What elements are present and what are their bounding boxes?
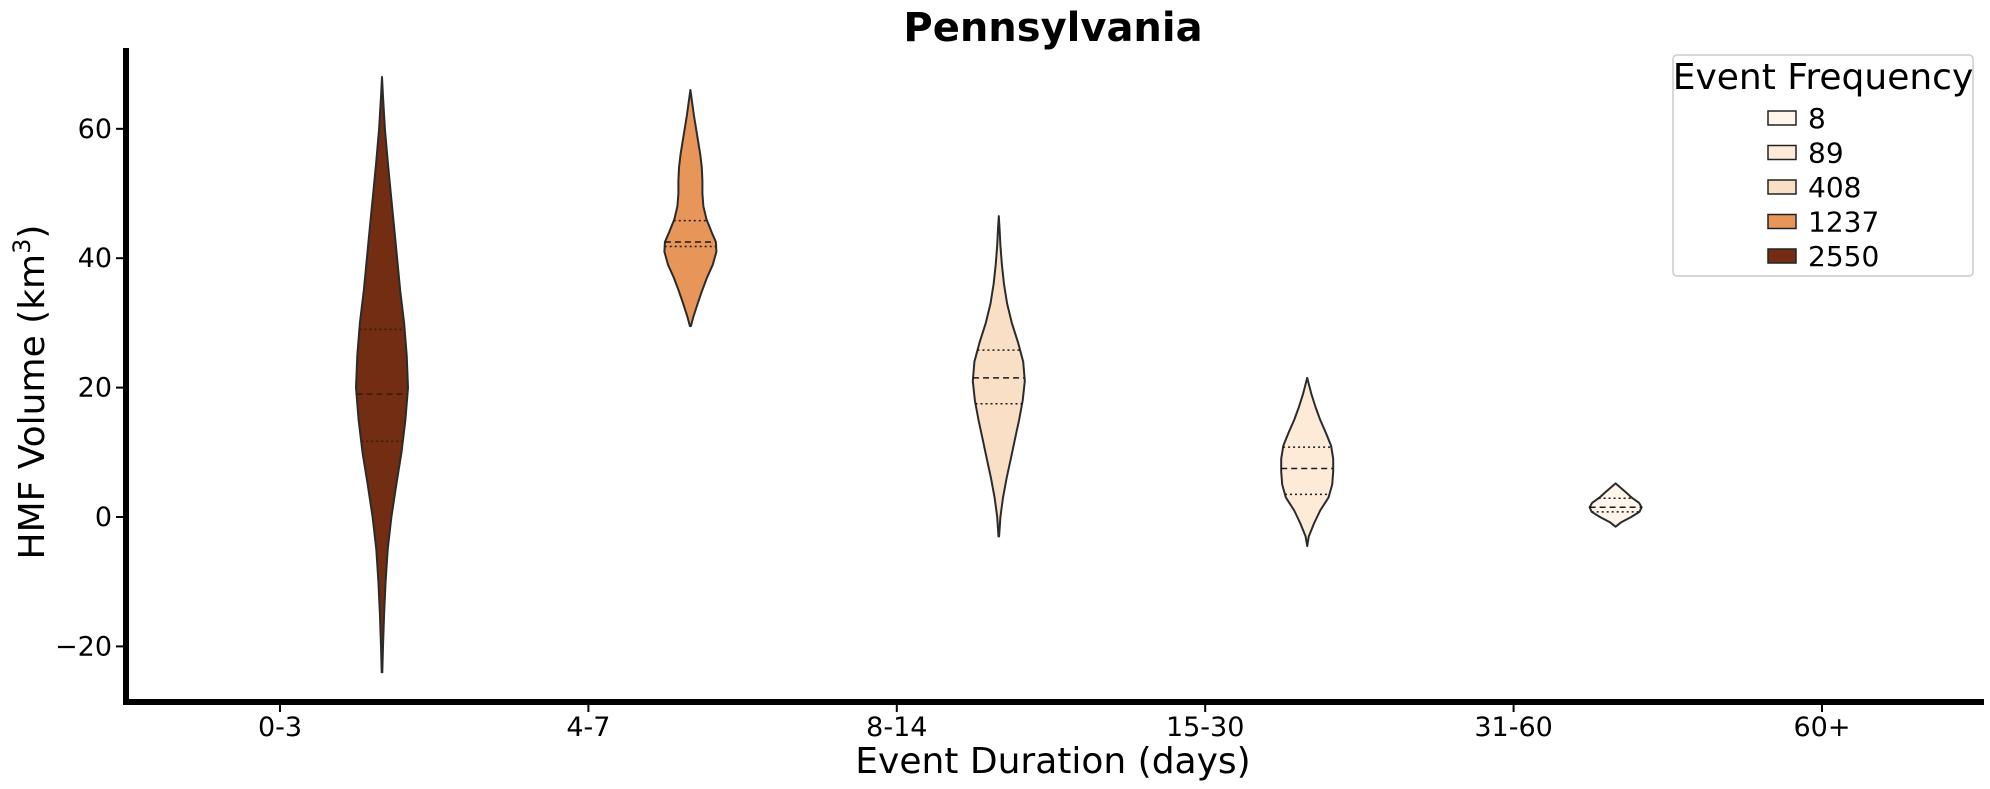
y-tick-label: 60 xyxy=(78,114,112,145)
violin-0-3 xyxy=(355,76,409,674)
x-tick-label: 60+ xyxy=(1794,712,1851,743)
x-tick-label: 15-30 xyxy=(1166,712,1244,743)
x-tick-label: 4-7 xyxy=(566,712,610,743)
violin-15-30 xyxy=(1280,376,1335,548)
y-tick-label: 20 xyxy=(78,373,112,404)
x-tick-label: 31-60 xyxy=(1474,712,1552,743)
legend-label: 2550 xyxy=(1808,240,1879,273)
legend-swatch xyxy=(1767,179,1797,195)
x-axis-label: Event Duration (days) xyxy=(855,741,1250,782)
y-tick-label: 40 xyxy=(78,243,112,274)
y-tick-label: −20 xyxy=(55,631,112,662)
legend-label: 408 xyxy=(1808,171,1861,204)
y-tick-label: 0 xyxy=(95,502,112,533)
legend-swatch xyxy=(1767,144,1797,161)
y-axis-label-superscript: 3 xyxy=(8,239,36,254)
x-tick-label: 0-3 xyxy=(258,712,302,743)
violins-group xyxy=(355,76,1643,674)
chart-title: Pennsylvania xyxy=(903,5,1202,51)
legend-label: 8 xyxy=(1808,102,1826,135)
legend-swatch xyxy=(1767,248,1797,264)
violin-31-60 xyxy=(1588,482,1643,528)
legend-frame xyxy=(1672,54,1974,277)
x-tick-label: 8-14 xyxy=(866,712,927,743)
legend-label: 89 xyxy=(1808,137,1844,170)
y-ticks-group: −20 0 20 40 60 xyxy=(55,114,123,662)
violin-8-14 xyxy=(971,215,1026,538)
legend-label: 1237 xyxy=(1808,206,1879,239)
x-ticks-group: 0-3 4-7 8-14 15-30 31-60 60+ xyxy=(258,705,1851,743)
y-axis-label-main: HMF Volume (km xyxy=(12,254,53,560)
legend-title: Event Frequency xyxy=(1673,57,1974,98)
legend-swatch xyxy=(1767,213,1797,230)
legend-swatch xyxy=(1767,110,1797,126)
y-axis-label: HMF Volume (km3) xyxy=(8,225,53,560)
y-axis-label-end: ) xyxy=(12,225,53,239)
violin-4-7 xyxy=(663,89,718,328)
